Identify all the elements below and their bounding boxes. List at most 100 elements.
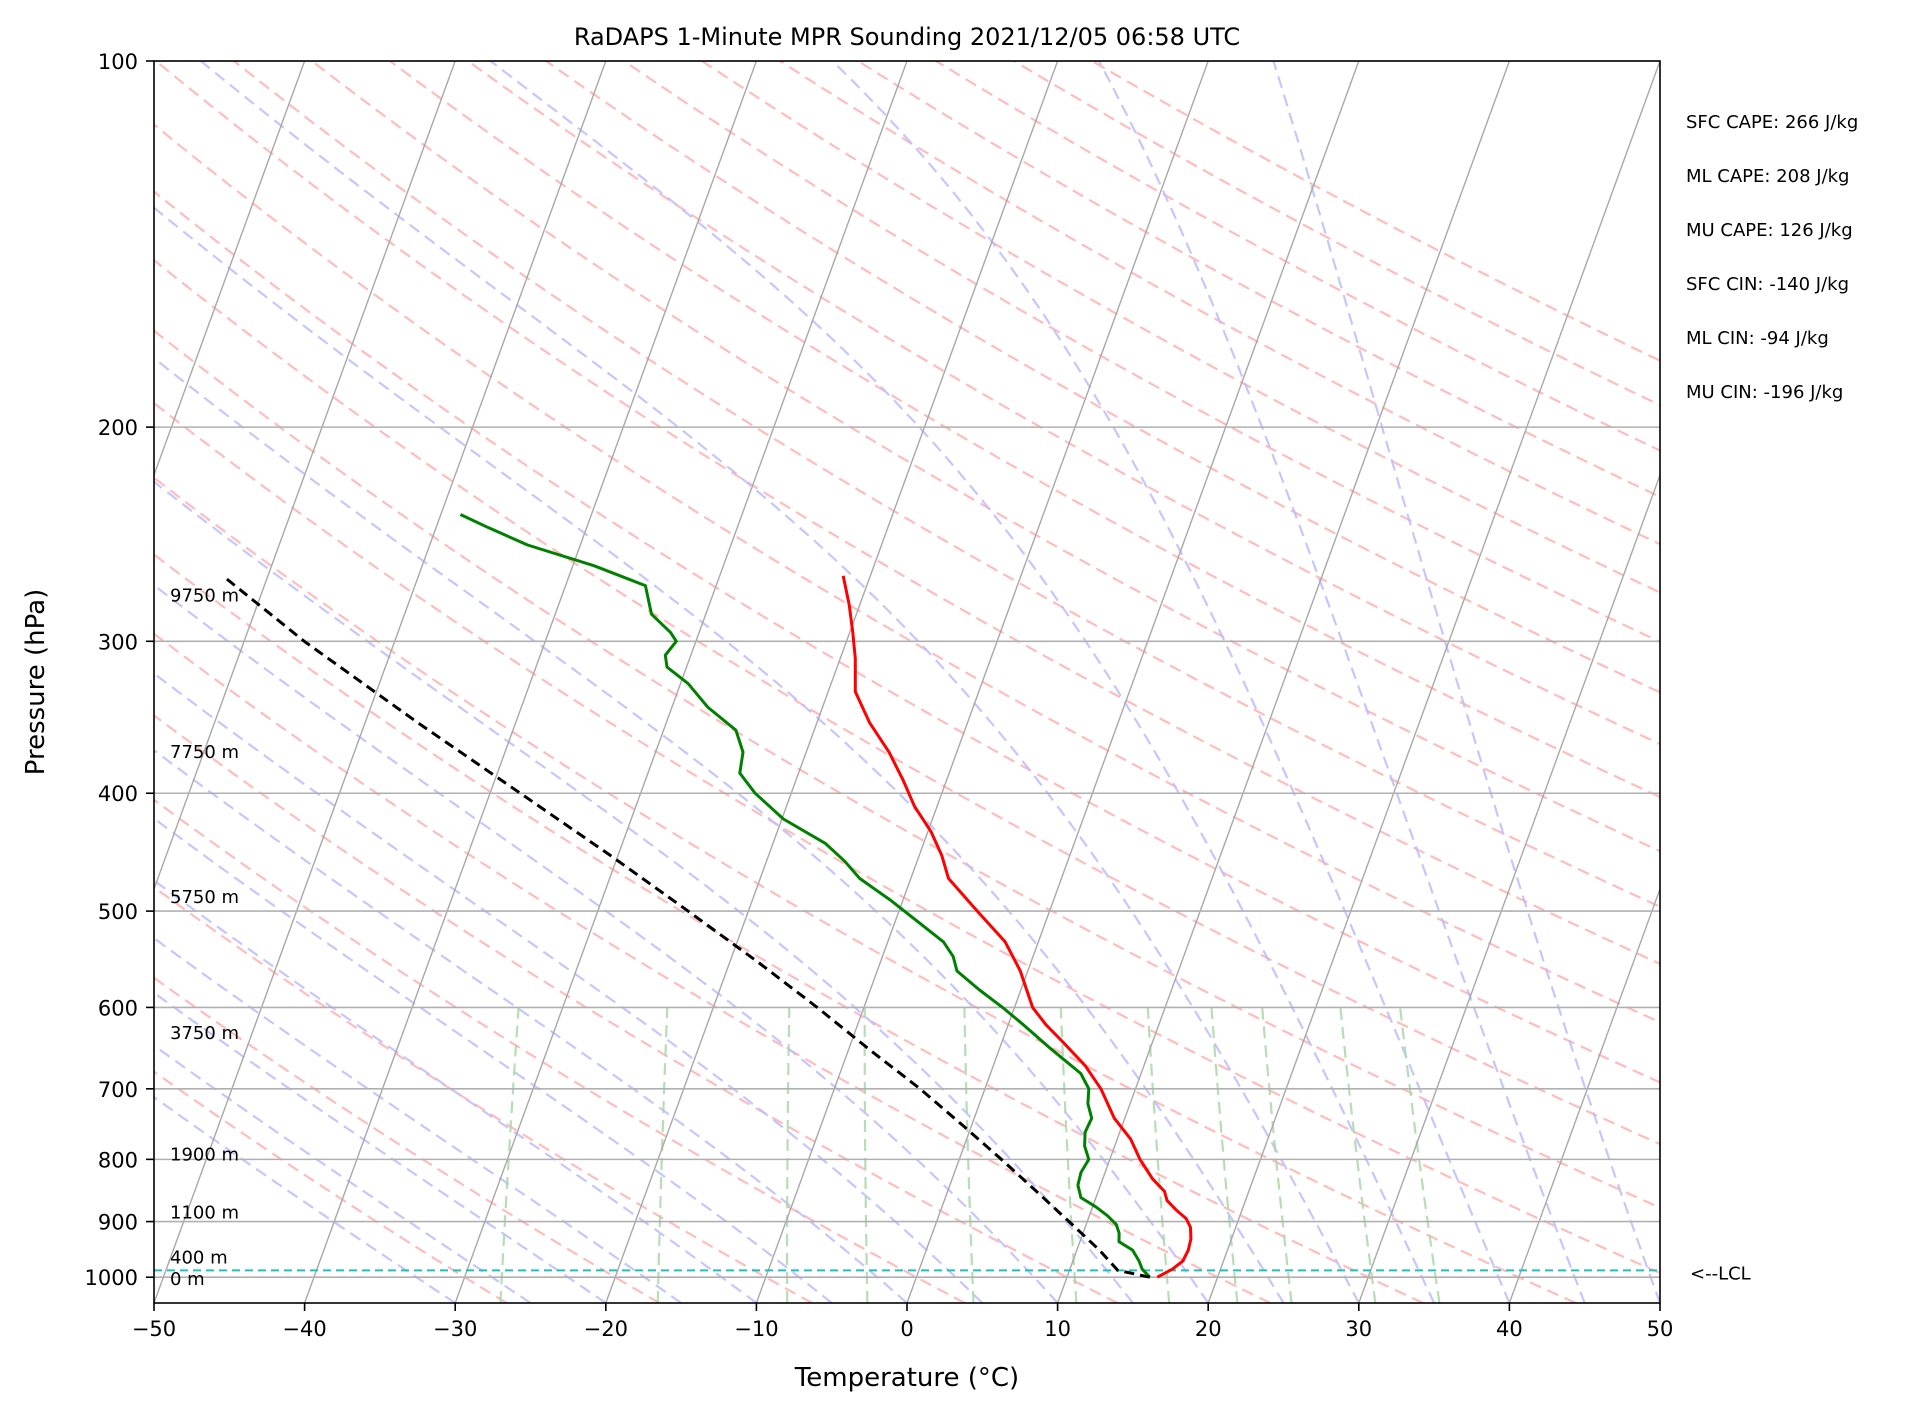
isotherm-line — [303, 61, 758, 1303]
dry-adiabat-line — [154, 553, 1424, 1303]
dry-adiabat-line — [154, 885, 813, 1303]
index-text: SFC CAPE: 266 J/kg — [1686, 112, 1858, 133]
mixing-ratio-line — [963, 1007, 975, 1303]
x-tick-label: 30 — [1345, 1317, 1372, 1341]
index-text: ML CAPE: 208 J/kg — [1686, 166, 1849, 187]
mixing-ratio-line — [1059, 1007, 1078, 1303]
moist-adiabat-line — [154, 936, 682, 1303]
dry-adiabat-line — [311, 61, 1660, 853]
y-tick-label: 800 — [98, 1148, 138, 1172]
moist-adiabat-line — [154, 1044, 532, 1303]
dry-adiabat-line — [154, 798, 966, 1303]
moist-adiabat-line — [489, 61, 1436, 1303]
x-tick-label: −10 — [734, 1317, 778, 1341]
dry-adiabat-line — [154, 258, 1660, 1146]
mixing-ratio-lines — [499, 1007, 1441, 1303]
height-label: 5750 m — [170, 887, 239, 908]
isotherm-line — [605, 61, 1059, 1303]
x-tick-label: −20 — [584, 1317, 628, 1341]
y-tick-label: 300 — [98, 630, 138, 654]
isotherm-line — [1358, 472, 1660, 1303]
mixing-ratio-line — [786, 1007, 791, 1303]
moist-adiabat-line — [154, 206, 1285, 1303]
height-label: 1900 m — [170, 1145, 239, 1166]
x-tick-label: 20 — [1195, 1317, 1222, 1341]
mixing-ratio-line — [1399, 1007, 1441, 1303]
height-label: 3750 m — [170, 1023, 239, 1044]
dry-adiabat-line — [389, 61, 1660, 799]
lcl-label: <--LCL — [1690, 1263, 1751, 1284]
dry-adiabat-line — [154, 401, 1660, 1275]
chart-title: RaDAPS 1-Minute MPR Sounding 2021/12/05 … — [574, 23, 1240, 51]
y-tick-label: 900 — [98, 1211, 138, 1235]
dry-adiabat-line — [233, 61, 1660, 908]
moist-adiabat-line — [1098, 61, 1586, 1303]
x-axis-ticks: −50 −40 −30 −20 −10 0 10 20 30 40 50 — [132, 1303, 1674, 1341]
moist-adiabat-line — [154, 672, 984, 1303]
moist-adiabat-line — [154, 879, 758, 1303]
x-axis-label: Temperature (°C) — [794, 1363, 1019, 1393]
lcl-marker: <--LCL — [154, 1263, 1751, 1284]
isotherm-line — [1508, 886, 1660, 1303]
moist-adiabat-line — [831, 61, 1511, 1303]
y-tick-label: 1000 — [85, 1266, 138, 1290]
y-axis-ticks: 100 200 300 400 500 600 700 800 900 1000 — [85, 50, 154, 1290]
x-tick-label: 10 — [1044, 1317, 1071, 1341]
index-text: MU CIN: -196 J/kg — [1686, 382, 1843, 403]
dry-adiabat-line — [779, 61, 1660, 546]
y-axis-label: Pressure (hPa) — [21, 589, 51, 776]
dry-adiabat-line — [545, 61, 1660, 694]
mixing-ratio-line — [656, 1007, 669, 1303]
moist-adiabat-line — [154, 583, 1059, 1303]
x-tick-label: 50 — [1647, 1317, 1674, 1341]
dry-adiabat-line — [154, 476, 1577, 1303]
moist-adiabat-line — [154, 356, 1210, 1303]
isobar-gridlines — [154, 61, 1660, 1279]
y-tick-label: 700 — [98, 1078, 138, 1102]
parcel-profile-line — [221, 574, 1151, 1279]
dry-adiabat-line — [154, 632, 1271, 1303]
x-tick-label: 0 — [900, 1317, 913, 1341]
y-tick-label: 400 — [98, 782, 138, 806]
moist-adiabat-line — [154, 991, 607, 1303]
y-tick-label: 600 — [98, 996, 138, 1020]
moist-adiabat-line — [200, 61, 1360, 1303]
y-tick-label: 100 — [98, 50, 138, 74]
isotherm-line — [755, 61, 1209, 1303]
dewpoint-profile-line — [459, 513, 1151, 1279]
isotherm-line — [906, 61, 1360, 1303]
moist-adiabat-line — [154, 817, 833, 1303]
skewed-isotherms — [154, 61, 1660, 1303]
moist-adiabats — [154, 61, 1660, 1303]
moist-adiabat-line — [154, 748, 908, 1303]
isotherm-line — [154, 61, 607, 1303]
x-tick-label: −50 — [132, 1317, 176, 1341]
mixing-ratio-line — [1146, 1007, 1171, 1303]
sounding-profiles — [221, 513, 1193, 1279]
stability-indices: SFC CAPE: 266 J/kg ML CAPE: 208 J/kg MU CA… — [1686, 112, 1858, 403]
dry-adiabat-line — [857, 61, 1660, 499]
height-label: 1100 m — [170, 1203, 239, 1224]
y-tick-label: 200 — [98, 416, 138, 440]
mixing-ratio-line — [499, 1007, 520, 1303]
temperature-profile-line — [841, 575, 1193, 1279]
moist-adiabat-line — [154, 1095, 456, 1303]
isotherm-line — [154, 61, 306, 478]
height-label: 400 m — [170, 1247, 228, 1268]
dry-adiabat-line — [154, 329, 1660, 1209]
x-tick-label: 40 — [1496, 1317, 1523, 1341]
mixing-ratio-line — [863, 1007, 869, 1303]
isotherm-line — [1056, 61, 1511, 1303]
index-text: SFC CIN: -140 J/kg — [1686, 274, 1849, 295]
index-text: MU CAPE: 126 J/kg — [1686, 220, 1853, 241]
height-label: 0 m — [170, 1269, 205, 1290]
height-label: 9750 m — [170, 585, 239, 606]
dry-adiabat-line — [154, 190, 1660, 1084]
x-tick-label: −30 — [433, 1317, 477, 1341]
mixing-ratio-line — [1210, 1007, 1239, 1303]
x-tick-label: −40 — [282, 1317, 326, 1341]
index-text: ML CIN: -94 J/kg — [1686, 328, 1829, 349]
mixing-ratio-line — [1339, 1007, 1377, 1303]
